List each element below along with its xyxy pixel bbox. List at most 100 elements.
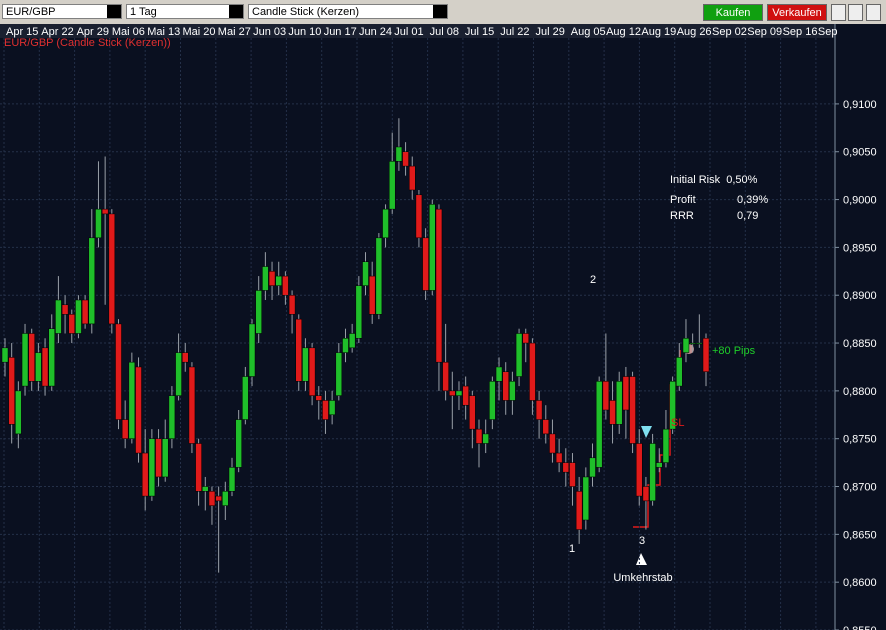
candle-body: [702, 338, 710, 372]
candle-body: [342, 338, 349, 353]
candle-body: [235, 419, 242, 468]
chart-background: [0, 24, 886, 630]
candle-body: [61, 304, 69, 315]
line-tool[interactable]: [848, 4, 863, 21]
x-tick-label: Jul 08: [430, 26, 459, 38]
date-strip: [0, 24, 835, 38]
candle-body: [202, 486, 209, 492]
x-tick-label: Aug 05: [571, 26, 606, 38]
candle-body: [555, 452, 563, 463]
symbol-text: EUR/GBP: [6, 6, 56, 18]
candle-body: [135, 366, 142, 454]
candle-body: [535, 400, 543, 420]
sell-button[interactable]: Verkaufen: [767, 4, 827, 21]
x-tick-label: Mai 06: [112, 26, 145, 38]
candle-body: [375, 237, 383, 315]
candle-body: [128, 361, 136, 439]
candle-body: [208, 491, 216, 506]
candle-body: [669, 381, 676, 430]
candle-body: [41, 347, 49, 387]
x-tick-label: Sep 16: [783, 26, 818, 38]
x-tick-label: Jul 22: [500, 26, 529, 38]
candle-body: [68, 314, 76, 334]
annotation: 3: [639, 535, 645, 547]
candle-body: [529, 342, 536, 401]
x-tick-label: Mai 20: [183, 26, 216, 38]
candle-body: [542, 419, 550, 435]
candle-body: [422, 237, 429, 291]
candle-body: [382, 208, 389, 239]
candle-body: [28, 333, 35, 382]
candle-body: [8, 357, 15, 425]
candle-body: [475, 428, 483, 444]
candle-body: [522, 333, 529, 344]
candle-body: [368, 275, 376, 315]
candle-body: [569, 462, 576, 487]
timeframe-text: 1 Tag: [130, 6, 157, 18]
candle-body: [328, 400, 336, 416]
x-tick-label: Sep: [818, 26, 838, 38]
candle-body: [362, 261, 369, 286]
x-tick-label: Sep 02: [712, 26, 747, 38]
candle-body: [315, 395, 323, 401]
candle-body: [242, 376, 249, 420]
candle-body: [302, 347, 309, 382]
candle-body: [101, 208, 109, 215]
candle-body: [255, 290, 262, 334]
y-tick-label: 0,8900: [843, 290, 877, 302]
candle-body: [462, 385, 469, 406]
candle-body: [602, 381, 610, 411]
window-tool[interactable]: [866, 4, 881, 21]
candle-body: [442, 361, 449, 392]
candle-body: [295, 318, 303, 382]
candle-body: [21, 333, 29, 387]
buy-button[interactable]: Kaufen: [703, 4, 763, 21]
y-tick-label: 0,8550: [843, 625, 877, 630]
candle-body: [75, 299, 82, 334]
candle-body: [429, 204, 436, 291]
y-tick-label: 0,9000: [843, 195, 877, 207]
annotation: 0,39%: [737, 194, 768, 206]
candle-body: [88, 237, 96, 325]
annotation: Initial Risk 0,50%: [670, 174, 758, 186]
candle-body: [435, 208, 443, 363]
annotation: 1: [569, 543, 575, 555]
bars-tool[interactable]: [831, 4, 846, 21]
chart-title: EUR/GBP (Candle Stick (Kerzen)): [4, 37, 171, 49]
candle-body: [649, 443, 656, 502]
candle-body: [108, 213, 116, 325]
chart: EUR/GBP (Candle Stick (Kerzen)) 0,8550 0,…: [0, 24, 886, 630]
candle-body: [582, 476, 590, 521]
candle-body: [121, 419, 129, 439]
annotation: 0,79: [737, 210, 758, 222]
candle-body: [175, 352, 182, 396]
y-tick-label: 0,9050: [843, 147, 877, 159]
x-tick-label: Sep 09: [747, 26, 782, 38]
timeframe-select[interactable]: 1 Tag: [126, 4, 244, 19]
candle-body: [155, 438, 162, 478]
candle-body: [662, 428, 670, 463]
x-tick-label: Jun 03: [253, 26, 286, 38]
symbol-select[interactable]: EUR/GBP: [2, 4, 122, 19]
candle-body: [642, 486, 650, 502]
candle-body: [595, 381, 603, 468]
candle-body: [141, 452, 149, 497]
x-tick-label: Aug 26: [677, 26, 712, 38]
candle-body: [575, 491, 583, 530]
toolbar: EUR/GBP 1 Tag Candle Stick (Kerzen) Kauf…: [0, 0, 886, 24]
entry-marker: [641, 426, 652, 438]
reversal-marker: [636, 553, 647, 565]
candle-body: [95, 208, 102, 239]
candle-body: [635, 443, 643, 497]
candle-body: [168, 395, 176, 439]
candle-body: [215, 495, 222, 502]
x-tick-label: Apr 22: [41, 26, 73, 38]
style-select[interactable]: Candle Stick (Kerzen): [248, 4, 448, 19]
candle-body: [268, 271, 276, 286]
x-tick-label: Mai 27: [218, 26, 251, 38]
candle-body: [388, 161, 396, 210]
candle-body: [308, 347, 316, 396]
annotation: 2: [590, 274, 596, 286]
x-tick-label: Jun 24: [359, 26, 392, 38]
